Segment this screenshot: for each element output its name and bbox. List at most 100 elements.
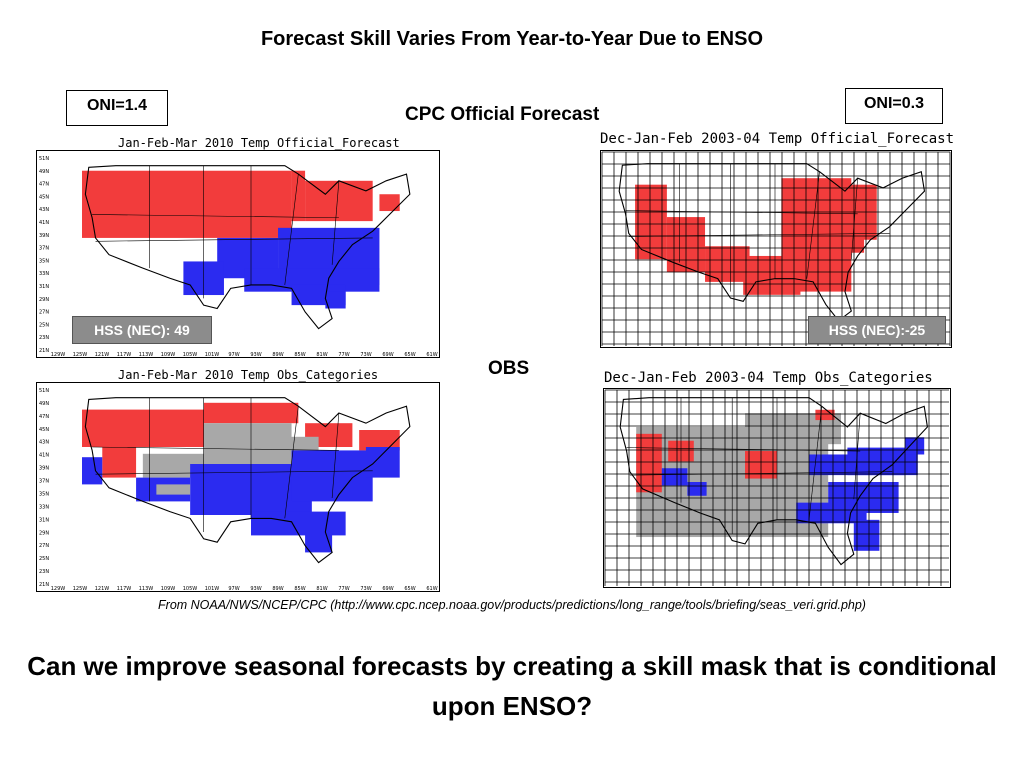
right-forecast-map [600,150,952,348]
lon-tick-label: 117W [117,352,132,358]
obs-label: OBS [488,358,530,379]
official-forecast-label: CPC Official Forecast [405,104,600,125]
lon-tick-label: 81W [316,586,327,592]
lat-tick-label: 23N [39,569,49,575]
us-outline [618,163,926,322]
lat-tick-label: 23N [39,335,49,341]
below-region [305,532,333,553]
lon-tick-label: 97W [228,352,239,358]
below-region [796,502,867,524]
lat-tick-label: 21N [39,348,49,354]
oni-right-box: ONI=0.3 [845,88,943,124]
oni-left-box: ONI=1.4 [66,90,168,126]
lon-tick-label: 125W [73,586,88,592]
below-region [365,447,400,478]
lon-tick-label: 113W [139,352,154,358]
lon-tick-label: 101W [205,352,220,358]
right-obs-map [603,388,951,588]
lat-tick-label: 45N [39,194,49,200]
state-lines [92,165,373,299]
lon-tick-label: 61W [426,352,437,358]
question-text: Can we improve seasonal forecasts by cre… [27,651,997,721]
above-region [82,170,292,238]
lat-tick-label: 31N [39,284,49,290]
lon-tick-label: 109W [161,586,176,592]
lon-tick-label: 65W [404,352,415,358]
above-region [82,409,204,447]
lat-tick-label: 35N [39,491,49,497]
lat-tick-label: 49N [39,169,49,175]
lat-tick-label: 33N [39,504,49,510]
lat-tick-label: 29N [39,530,49,536]
left-obs-map-title: Jan-Feb-Mar 2010 Temp Obs_Categories [118,368,379,382]
lat-tick-label: 27N [39,310,49,316]
lon-tick-label: 129W [51,352,66,358]
right-forecast-map-title: Dec-Jan-Feb 2003-04 Temp Official_Foreca… [600,131,955,147]
lon-tick-label: 61W [426,586,437,592]
state-lines [92,397,373,532]
lat-tick-label: 41N [39,220,49,226]
lon-tick-label: 69W [382,586,393,592]
lat-tick-label: 25N [39,322,49,328]
below-region [905,437,925,455]
lon-tick-label: 129W [51,586,66,592]
lon-tick-label: 77W [338,352,349,358]
lat-tick-label: 43N [39,440,49,446]
above-region [359,430,400,451]
lat-tick-label: 29N [39,297,49,303]
lat-tick-label: 47N [39,414,49,420]
lat-tick-label: 25N [39,556,49,562]
normal-region [142,453,204,478]
lon-tick-label: 105W [183,352,198,358]
lon-tick-label: 117W [117,586,132,592]
below-region [291,450,373,502]
lat-tick-label: 45N [39,427,49,433]
above-region [291,170,306,222]
above-region [815,409,835,421]
lat-tick-label: 49N [39,401,49,407]
left-obs-map: 51N 49N 47N 45N 43N 41N 39N 37N 35N 33N 31N 29N 27N 2… [36,382,440,592]
lat-tick-label: 37N [39,246,49,252]
below-region [325,291,346,309]
lon-tick-label: 93W [250,352,261,358]
lon-tick-label: 69W [382,352,393,358]
above-region [102,447,137,478]
lon-tick-label: 93W [250,586,261,592]
state-lines [626,397,893,534]
above-region [379,194,400,212]
source-citation: From NOAA/NWS/NCEP/CPC (http://www.cpc.n… [158,598,866,612]
lat-tick-label: 51N [39,156,49,162]
lat-tick-label: 37N [39,479,49,485]
lon-tick-label: 109W [161,352,176,358]
us-outline [619,397,928,566]
below-region [661,468,688,486]
below-region [687,482,707,496]
hss-right-box: HSS (NEC):-25 [808,316,946,344]
above-region [635,184,667,260]
lon-tick-label: 113W [139,586,154,592]
lat-tick-label: 35N [39,258,49,264]
us-outline [84,165,411,330]
lat-tick-label: 43N [39,207,49,213]
lon-tick-label: 125W [73,352,88,358]
lat-tick-label: 47N [39,182,49,188]
above-region [636,433,662,493]
state-lines [625,163,890,292]
lon-tick-label: 97W [228,586,239,592]
lon-tick-label: 73W [360,352,371,358]
left-forecast-map-title: Jan-Feb-Mar 2010 Temp Official_Forecast [118,136,400,150]
normal-region [156,484,191,495]
lat-tick-label: 39N [39,233,49,239]
lon-tick-label: 81W [316,352,327,358]
lon-tick-label: 77W [338,586,349,592]
below-region [251,511,346,536]
lat-tick-label: 51N [39,388,49,394]
lon-tick-label: 121W [95,352,110,358]
below-region [82,457,103,485]
lon-tick-label: 89W [272,352,283,358]
lat-tick-label: 41N [39,453,49,459]
above-region [705,246,750,282]
lon-tick-label: 121W [95,586,110,592]
lat-tick-label: 31N [39,517,49,523]
lat-tick-label: 33N [39,271,49,277]
